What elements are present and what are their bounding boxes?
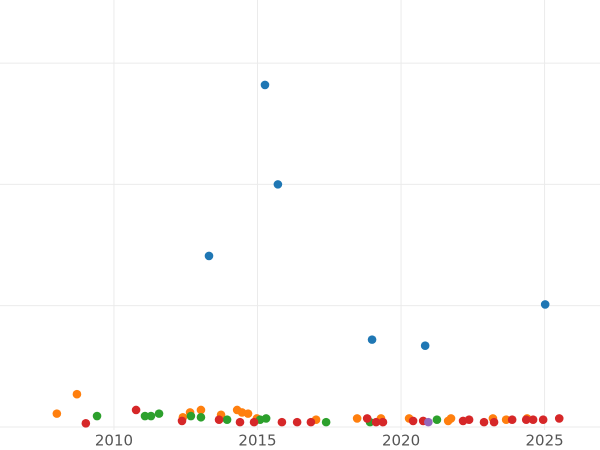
point	[408, 416, 418, 426]
point	[371, 417, 381, 427]
point	[249, 417, 259, 427]
point	[261, 414, 271, 423]
point	[424, 417, 433, 427]
point	[352, 414, 362, 423]
point	[140, 411, 150, 421]
point	[321, 417, 331, 427]
x-tick-label: 2020	[382, 432, 420, 450]
point	[260, 80, 270, 90]
point	[378, 417, 388, 427]
point	[501, 415, 511, 424]
point	[92, 411, 102, 421]
point	[131, 405, 141, 415]
point	[222, 415, 232, 424]
point	[540, 300, 550, 309]
point	[306, 417, 316, 427]
point	[420, 341, 430, 350]
point	[367, 335, 377, 344]
point	[464, 415, 474, 424]
point	[177, 416, 187, 426]
point	[81, 419, 91, 428]
point	[204, 251, 214, 261]
point	[235, 417, 245, 427]
point	[479, 417, 489, 427]
point	[538, 415, 548, 424]
point	[273, 180, 283, 189]
point	[72, 389, 82, 399]
point	[446, 414, 456, 423]
point	[362, 414, 372, 423]
x-tick-label: 2010	[95, 432, 133, 450]
point	[292, 417, 302, 427]
point	[154, 409, 164, 418]
point	[554, 414, 564, 423]
point	[186, 411, 196, 421]
point	[52, 409, 62, 418]
x-tick-label: 2015	[238, 432, 276, 450]
point	[214, 415, 224, 424]
point	[507, 415, 517, 424]
point	[196, 412, 206, 422]
point	[489, 417, 499, 427]
point	[277, 417, 287, 427]
x-tick-label: 2025	[525, 432, 563, 450]
point	[528, 415, 538, 424]
point	[243, 409, 253, 418]
point	[146, 411, 156, 421]
point	[196, 405, 206, 415]
point	[521, 415, 531, 424]
point	[432, 415, 442, 424]
